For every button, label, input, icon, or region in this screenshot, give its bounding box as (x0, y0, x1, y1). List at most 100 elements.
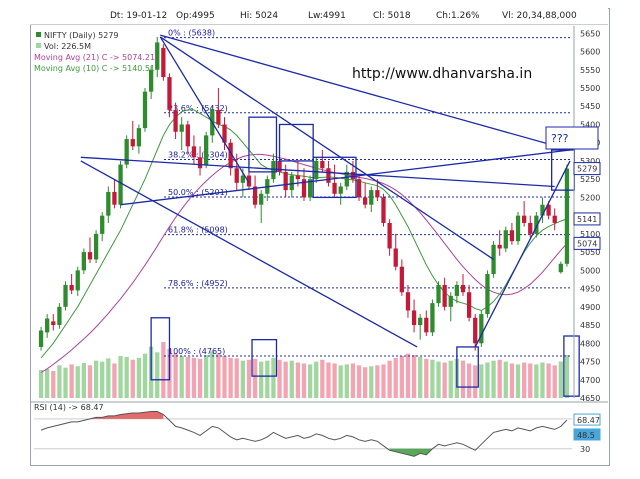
candle-body (222, 124, 227, 143)
candle-body (179, 124, 184, 132)
trend-line-steep (159, 36, 250, 184)
volume-bar (418, 356, 423, 398)
volume-bar (100, 361, 105, 398)
candle-body (515, 215, 521, 242)
volume-bar (277, 359, 282, 398)
fib-level-label: 61.8% : (5098) (168, 226, 228, 235)
candle-body (277, 160, 282, 172)
volume-bar (387, 360, 392, 398)
highlight-box-2 (278, 123, 314, 162)
volume-bar (210, 351, 215, 398)
candle-body (289, 175, 294, 191)
volume-bar (87, 365, 93, 398)
legend-ma10: Moving Avg (10) C -> 5140.51 (34, 64, 155, 73)
volume-bar (161, 342, 166, 398)
price-tick-label: 4750 (580, 358, 600, 367)
price-badge: 5074 (577, 239, 597, 248)
volume-bar (179, 356, 184, 398)
question-box: ??? (545, 126, 599, 150)
legend-volume: Vol: 226.5M (44, 42, 91, 51)
candle-body (405, 292, 411, 311)
candle-body (63, 284, 68, 307)
price-tick-label: 5300 (580, 157, 600, 166)
rsi-badge: 68.47 (577, 416, 600, 425)
volume-bar (191, 357, 197, 398)
legend-symbol: NIFTY (Daily) 5279 (44, 31, 119, 40)
candle-body (411, 310, 417, 326)
header-open: Op:4995 (176, 11, 215, 21)
price-tick-label: 4650 (580, 394, 600, 403)
candle-body (521, 215, 527, 223)
volume-bar (130, 359, 135, 398)
ma21-line (40, 153, 568, 373)
candle-body (246, 175, 252, 187)
highlight-box-4 (551, 149, 575, 191)
candle-body (124, 139, 129, 165)
volume-bar (375, 365, 380, 398)
price-tick-label: 4950 (580, 285, 600, 294)
volume-bar (405, 353, 411, 398)
volume-bar (197, 358, 203, 398)
rsi-line (40, 411, 568, 457)
volume-bar (136, 357, 142, 398)
candle-body (191, 146, 197, 158)
candle-body (197, 157, 203, 169)
trend-line-horizontal (80, 156, 555, 188)
question-box-border (545, 126, 599, 150)
candle-body (424, 317, 429, 333)
rsi-badge: 48.5 (577, 431, 595, 440)
candle-body (540, 204, 545, 216)
volume-bar (240, 360, 245, 398)
volume-bar (307, 364, 313, 398)
volume-bar (75, 366, 80, 398)
fib-level-label: 0% : (5638) (168, 29, 215, 38)
candle-body (448, 295, 453, 307)
candle-body (81, 252, 87, 271)
candle-body (473, 317, 478, 344)
candle-body (497, 244, 502, 249)
volume-bar (57, 365, 62, 398)
candle-body (430, 303, 435, 333)
candle-body (252, 186, 258, 205)
volume-bar (216, 353, 221, 398)
candle-body (185, 124, 190, 147)
candle-body (442, 284, 447, 307)
volume-bar (344, 364, 349, 398)
candle-body (228, 142, 233, 169)
candle-body (393, 248, 398, 267)
volume-bar (515, 364, 521, 398)
volume-bar (503, 361, 508, 398)
volume-bar (246, 359, 252, 398)
rsi-tick-label: 30 (580, 445, 590, 454)
volume-bar (51, 370, 56, 398)
volume-bars (38, 342, 570, 398)
candle-body (155, 42, 160, 70)
candle-body (320, 160, 325, 169)
volume-bar (314, 361, 319, 398)
candle-body (173, 109, 178, 132)
price-badge: 5141 (577, 215, 597, 224)
candle-body (130, 139, 135, 147)
volume-bar (106, 358, 111, 398)
volume-bar (259, 361, 264, 398)
moving-averages (40, 109, 568, 373)
candle-body (454, 284, 460, 296)
volume-bar (424, 358, 429, 398)
candle-body (381, 197, 386, 223)
volume-bar (430, 359, 435, 398)
volume-bar (271, 357, 276, 398)
header-high: Hi: 5024 (240, 11, 279, 21)
candle-body (503, 230, 508, 249)
candle-body (436, 284, 441, 304)
price-axis: 5650560055505500545054005350530052505200… (573, 26, 601, 403)
legend-volume-swatch (36, 43, 41, 48)
candle-body (283, 171, 288, 191)
volume-bar (369, 366, 374, 398)
price-tick-label: 5050 (580, 248, 600, 257)
candle-body (466, 292, 472, 318)
price-tick-label: 4800 (580, 339, 600, 348)
candle-body (57, 306, 62, 326)
header-date: Dt: 19-01-12 (110, 11, 168, 21)
candle-body (307, 179, 313, 198)
volume-bar (81, 363, 87, 398)
